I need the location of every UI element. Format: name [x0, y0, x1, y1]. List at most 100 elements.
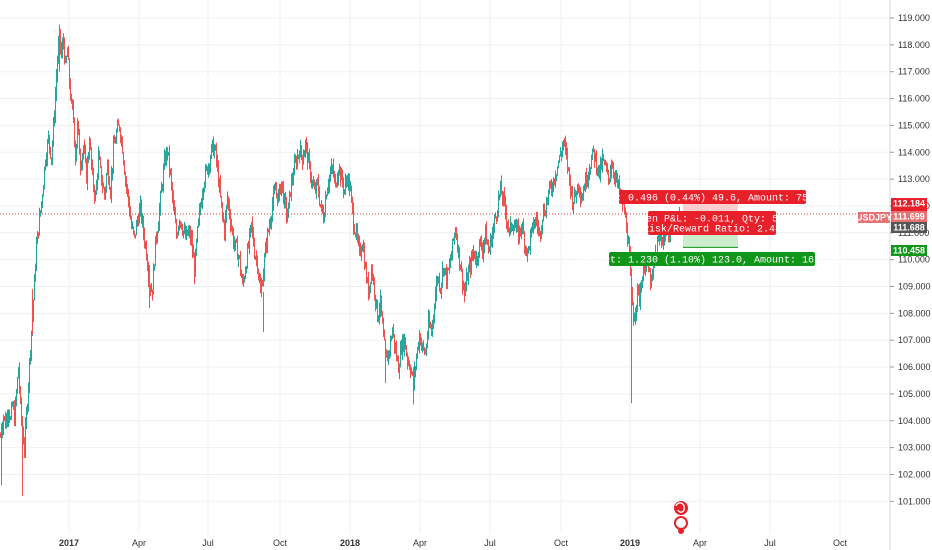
candle-body [563, 140, 564, 146]
candle-body [342, 172, 343, 183]
candle-body [581, 199, 582, 202]
candle-body [388, 351, 389, 362]
candle-body [378, 316, 379, 321]
candle-body [506, 211, 507, 223]
candle-body [205, 168, 206, 184]
candle-body [226, 205, 227, 217]
candle-body [624, 201, 625, 214]
candle-body [407, 354, 408, 363]
candle-body [209, 165, 210, 168]
candle-body [401, 347, 402, 353]
candle-body [571, 189, 572, 193]
candle-body [35, 269, 36, 277]
candle-body [570, 178, 571, 193]
candle-body [500, 182, 501, 195]
svg-text:Target: 1.230 (1.10%) 123.0, A: Target: 1.230 (1.10%) 123.0, Amount: 161… [580, 255, 844, 267]
candle-body [112, 167, 113, 174]
candle-body [445, 268, 446, 270]
candle-body [221, 196, 222, 205]
candle-body [61, 47, 62, 55]
candle-body [505, 200, 506, 212]
candle-body [617, 175, 618, 184]
candle-body [295, 160, 296, 162]
y-tick-label: 115.000 [898, 120, 930, 130]
candle-body [586, 174, 587, 184]
candle-body [470, 263, 471, 271]
candle-body [204, 183, 205, 190]
candle-body [293, 174, 294, 180]
candle-body [663, 239, 664, 244]
candle-body [222, 204, 223, 215]
candle-body [74, 118, 75, 144]
candle-body [53, 121, 54, 144]
candle-body [236, 239, 237, 242]
candle-body [354, 229, 355, 234]
candle-body [296, 160, 297, 166]
candle-body [323, 211, 324, 222]
candle-body [447, 268, 448, 285]
candle-body [483, 245, 484, 255]
candle-body [652, 273, 653, 277]
candle-body [19, 367, 20, 389]
candle-body [411, 372, 412, 374]
candle-body [325, 198, 326, 215]
candle-body [76, 144, 77, 162]
candle-body [634, 316, 635, 322]
candle-body [473, 251, 474, 256]
candle-body [408, 362, 409, 364]
open-pnl-label[interactable]: Open P&L: -0.011, Qty: 504 Risk/Reward R… [634, 211, 790, 236]
candle-body [592, 148, 593, 158]
candle-body [418, 347, 419, 349]
candle-body [340, 167, 341, 181]
candle-body [256, 257, 257, 259]
candle-body [313, 181, 314, 186]
symbol-tag[interactable]: USDJPY [856, 212, 892, 223]
candle-body [196, 241, 197, 251]
candle-body [159, 208, 160, 226]
candle-body [389, 351, 390, 353]
candle-body [29, 359, 30, 386]
candle-body [501, 182, 502, 195]
candle-body [338, 171, 339, 180]
stop-label[interactable]: Stop: 0.496 (0.44%) 49.6, Amount: 750.02 [592, 190, 832, 205]
candle-body [208, 165, 209, 174]
candle-body [2, 428, 3, 434]
candle-body [109, 181, 110, 190]
candle-body [119, 125, 120, 130]
candle-body [171, 172, 172, 185]
candle-body [195, 250, 196, 277]
candle-body [264, 257, 265, 274]
candle-body [287, 215, 288, 218]
candle-body [548, 190, 549, 201]
candle-body [394, 334, 395, 348]
candle-body [92, 164, 93, 173]
candle-body [434, 308, 435, 316]
candle-body [429, 316, 430, 326]
candle-body [658, 238, 659, 240]
candle-body [484, 238, 485, 246]
candle-body [375, 294, 376, 305]
target-label[interactable]: Target: 1.230 (1.10%) 123.0, Amount: 161… [580, 252, 844, 267]
candle-body [291, 179, 292, 196]
candle-body [487, 244, 488, 246]
candle-body [355, 233, 356, 236]
time-axis[interactable]: 2017 Apr Jul Oct 2018 Apr Jul Oct 2019 Apr Jul Oct [59, 538, 848, 548]
candle-body [662, 240, 663, 244]
candle-body [491, 237, 492, 246]
earnings-event-icon[interactable] [674, 501, 688, 534]
candle-body [517, 223, 518, 226]
candle-body [137, 219, 138, 223]
y-tick-label: 107.000 [898, 335, 931, 345]
candle-body [0, 436, 1, 438]
candle-body [564, 140, 565, 143]
y-tick-label: 118.000 [898, 40, 930, 50]
x-tick-label: Apr [693, 538, 707, 548]
y-tick-label: 106.000 [898, 362, 931, 372]
candle-body [629, 243, 630, 253]
candle-body [453, 238, 454, 240]
candle-body [421, 344, 422, 346]
candle-body [15, 400, 16, 425]
candle-body [16, 392, 17, 401]
